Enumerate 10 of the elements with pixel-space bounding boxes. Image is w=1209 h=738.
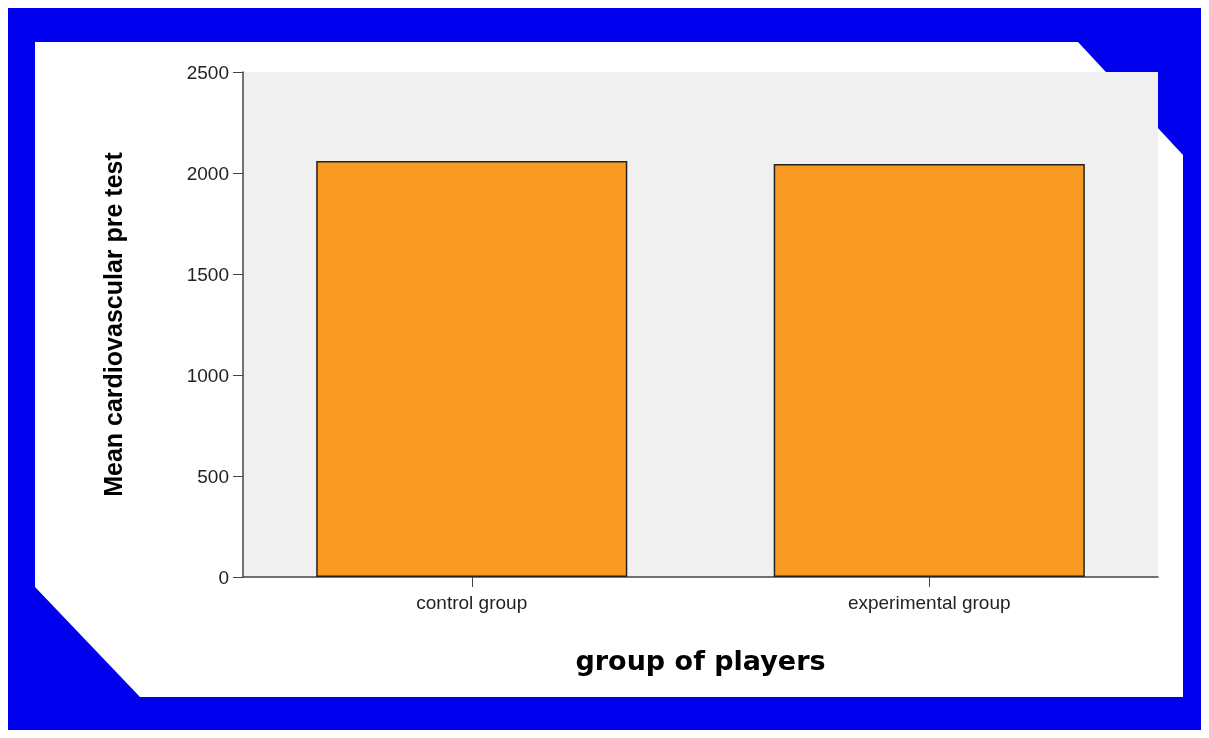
y-tick-label: 1000 bbox=[186, 364, 229, 386]
x-tick-label: control group bbox=[416, 592, 528, 613]
y-tick-label: 2000 bbox=[186, 162, 229, 184]
y-tick-label: 0 bbox=[218, 566, 229, 588]
x-tick-label: experimental group bbox=[847, 592, 1011, 613]
y-tick-label: 2500 bbox=[186, 61, 229, 83]
y-tick-label: 500 bbox=[197, 465, 229, 487]
y-tick-label: 1500 bbox=[186, 263, 229, 285]
y-axis-title: Mean cardiovascular pre test bbox=[98, 151, 127, 497]
x-axis-title: group of players bbox=[575, 645, 826, 676]
